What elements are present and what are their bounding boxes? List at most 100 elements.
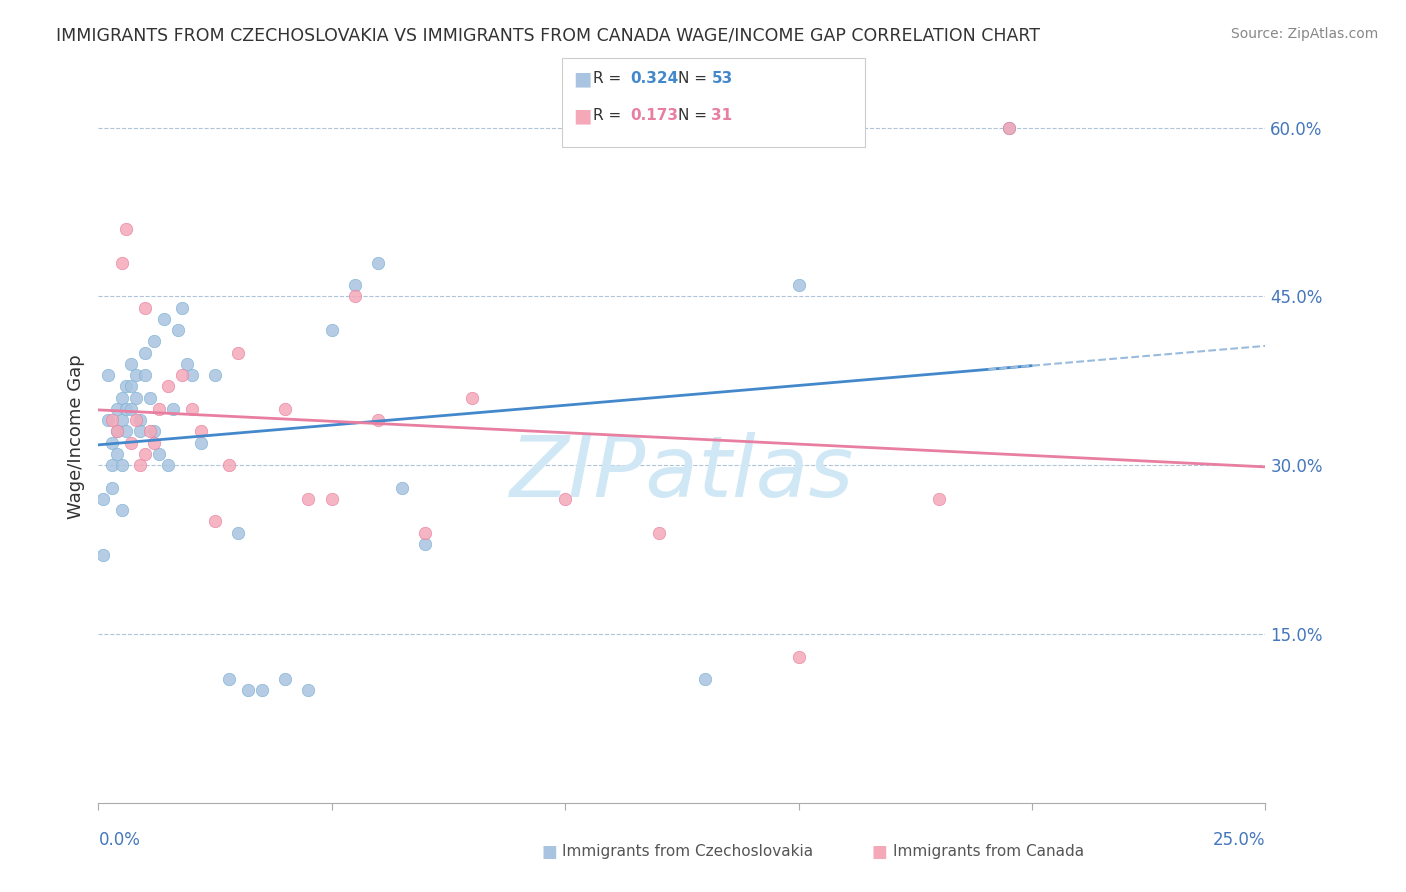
Point	[274, 401, 297, 416]
Point	[997, 120, 1019, 135]
Point	[172, 301, 194, 315]
Point	[228, 345, 250, 359]
Point	[129, 458, 152, 473]
Point	[787, 649, 810, 664]
Point	[125, 391, 148, 405]
Point	[101, 481, 124, 495]
Point	[129, 413, 152, 427]
Text: 0.173: 0.173	[630, 109, 678, 123]
Point	[97, 368, 120, 383]
Point	[647, 525, 669, 540]
Point	[134, 368, 156, 383]
Point	[218, 458, 240, 473]
Point	[111, 255, 134, 269]
Point	[274, 672, 297, 686]
Text: 25.0%: 25.0%	[1213, 830, 1265, 848]
Point	[176, 357, 198, 371]
Point	[143, 435, 166, 450]
Point	[180, 368, 202, 383]
Point	[413, 537, 436, 551]
Point	[148, 401, 170, 416]
Point	[321, 491, 343, 506]
Point	[111, 413, 134, 427]
Y-axis label: Wage/Income Gap: Wage/Income Gap	[66, 355, 84, 519]
Point	[218, 672, 240, 686]
Point	[111, 391, 134, 405]
Point	[148, 447, 170, 461]
Text: 0.0%: 0.0%	[98, 830, 141, 848]
Point	[120, 357, 142, 371]
Point	[997, 120, 1019, 135]
Point	[101, 458, 124, 473]
Point	[413, 525, 436, 540]
Point	[250, 683, 273, 698]
Point	[166, 323, 188, 337]
Point	[143, 425, 166, 439]
Text: N =: N =	[678, 109, 711, 123]
Point	[129, 425, 152, 439]
Point	[152, 312, 174, 326]
Point	[180, 401, 202, 416]
Point	[297, 491, 319, 506]
Point	[461, 391, 484, 405]
Point	[91, 491, 114, 506]
Text: R =: R =	[593, 109, 627, 123]
Point	[554, 491, 576, 506]
Point	[120, 435, 142, 450]
Point	[204, 515, 226, 529]
Point	[105, 425, 128, 439]
Point	[787, 278, 810, 293]
Text: ■: ■	[574, 106, 592, 126]
Point	[91, 548, 114, 562]
Point	[928, 491, 950, 506]
Point	[190, 425, 212, 439]
Point	[120, 401, 142, 416]
Text: ■: ■	[574, 69, 592, 88]
Text: 53: 53	[711, 71, 733, 86]
Point	[367, 255, 389, 269]
Point	[236, 683, 259, 698]
Point	[97, 413, 120, 427]
Point	[125, 413, 148, 427]
Point	[321, 323, 343, 337]
Point	[695, 672, 717, 686]
Text: ■: ■	[872, 843, 887, 861]
Point	[111, 503, 134, 517]
Point	[115, 379, 138, 393]
Point	[115, 222, 138, 236]
Point	[120, 379, 142, 393]
Point	[125, 368, 148, 383]
Text: 31: 31	[711, 109, 733, 123]
Point	[157, 458, 180, 473]
Text: IMMIGRANTS FROM CZECHOSLOVAKIA VS IMMIGRANTS FROM CANADA WAGE/INCOME GAP CORRELA: IMMIGRANTS FROM CZECHOSLOVAKIA VS IMMIGR…	[56, 27, 1040, 45]
Text: N =: N =	[678, 71, 711, 86]
Point	[101, 435, 124, 450]
Text: ZIPatlas: ZIPatlas	[510, 432, 853, 516]
Text: Immigrants from Canada: Immigrants from Canada	[893, 845, 1084, 859]
Point	[115, 425, 138, 439]
Text: ■: ■	[541, 843, 557, 861]
Point	[134, 345, 156, 359]
Point	[105, 425, 128, 439]
Text: Immigrants from Czechoslovakia: Immigrants from Czechoslovakia	[562, 845, 814, 859]
Point	[172, 368, 194, 383]
Point	[162, 401, 184, 416]
Point	[228, 525, 250, 540]
Point	[143, 334, 166, 349]
Point	[139, 391, 162, 405]
Point	[101, 413, 124, 427]
Point	[367, 413, 389, 427]
Point	[391, 481, 413, 495]
Point	[105, 401, 128, 416]
Point	[344, 278, 367, 293]
Point	[139, 425, 162, 439]
Point	[115, 401, 138, 416]
Point	[190, 435, 212, 450]
Point	[157, 379, 180, 393]
Point	[204, 368, 226, 383]
Point	[105, 447, 128, 461]
Text: 0.324: 0.324	[630, 71, 678, 86]
Point	[134, 301, 156, 315]
Point	[111, 458, 134, 473]
Point	[344, 289, 367, 303]
